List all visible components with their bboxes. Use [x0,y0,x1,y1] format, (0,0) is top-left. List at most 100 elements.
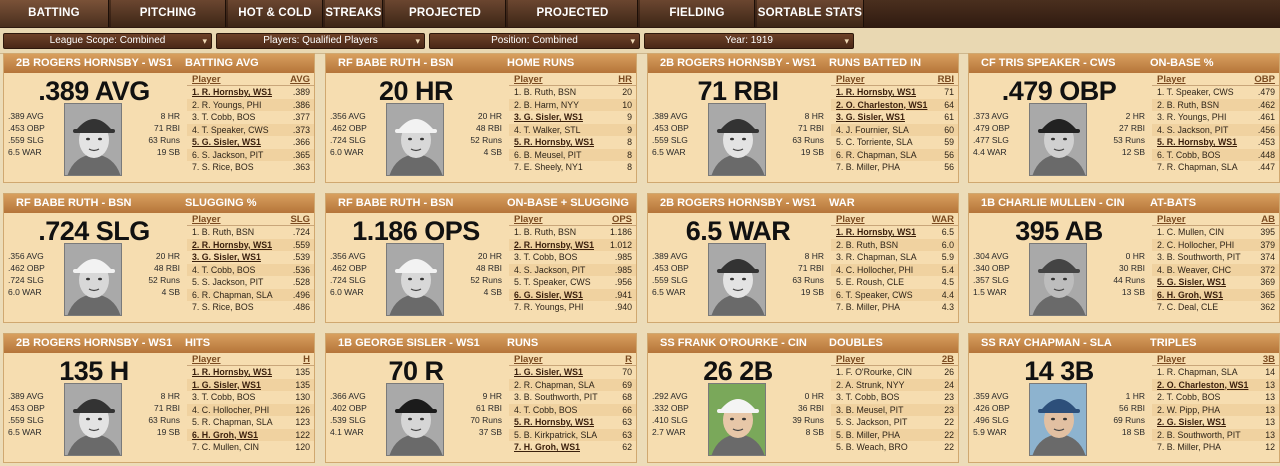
table-row[interactable]: 5. S. Jackson, PIT .528 [187,276,314,289]
player-link[interactable]: 2. W. Pipp, PHA [1157,404,1221,415]
table-row[interactable]: 1. C. Mullen, CIN 395 [1152,226,1279,239]
leader-name[interactable]: RF BABE RUTH - BSN [338,197,454,209]
player-link[interactable]: 2. T. Cobb, BOS [1157,392,1221,402]
table-row[interactable]: 3. T. Cobb, BOS 23 [831,391,958,404]
leader-name[interactable]: CF TRIS SPEAKER - CWS [981,57,1116,69]
player-link[interactable]: 2. O. Charleston, WS1 [836,99,928,110]
player-link[interactable]: 5. R. Hornsby, WS1 [514,417,595,427]
player-link[interactable]: 6. T. Speaker, CWS [836,289,913,300]
player-link[interactable]: 1. F. O'Rourke, CIN [836,367,912,377]
league-scope-dropdown[interactable]: League Scope: Combined ▾ [3,33,212,49]
hornsby-photo[interactable] [708,103,766,176]
player-link[interactable]: 4. B. Weaver, CHC [1157,264,1232,275]
player-link[interactable]: 3. B. Southworth, PIT [514,392,598,402]
player-link[interactable]: 2. B. Southworth, PIT [1157,429,1241,440]
tab-sortable-stats[interactable]: SORTABLE STATS [757,0,864,27]
table-row[interactable]: 3. R. Chapman, SLA 5.9 [831,251,958,264]
stat-column-header[interactable]: OBP [1254,74,1275,85]
player-column-header[interactable]: Player [836,214,865,225]
tab-projected-batting[interactable]: PROJECTED BATTING [385,0,506,46]
leader-name[interactable]: 2B ROGERS HORNSBY - WS1 [660,197,817,209]
player-column-header[interactable]: Player [514,354,543,365]
table-row[interactable]: 2. B. Ruth, BSN .462 [1152,98,1279,111]
table-row[interactable]: 2. O. Charleston, WS1 13 [1152,378,1279,391]
table-row[interactable]: 3. R. Youngs, PHI .461 [1152,111,1279,124]
table-row[interactable]: 5. R. Hornsby, WS1 .453 [1152,136,1279,149]
table-row[interactable]: 7. C. Mullen, CIN 120 [187,441,314,454]
player-column-header[interactable]: Player [192,354,221,365]
leader-name[interactable]: 1B CHARLIE MULLEN - CIN [981,197,1125,209]
table-row[interactable]: 1. R. Chapman, SLA 14 [1152,366,1279,379]
player-link[interactable]: 1. B. Ruth, BSN [192,227,255,237]
chapman-photo[interactable] [1029,383,1087,456]
player-link[interactable]: 4. C. Hollocher, PHI [836,264,914,275]
player-link[interactable]: 1. B. Ruth, BSN [514,87,577,97]
table-row[interactable]: 5. E. Roush, CLE 4.5 [831,276,958,289]
table-row[interactable]: 4. C. Hollocher, PHI 5.4 [831,263,958,276]
player-link[interactable]: 4. T. Cobb, BOS [192,264,256,275]
table-row[interactable]: 3. T. Cobb, BOS 130 [187,391,314,404]
player-link[interactable]: 1. R. Chapman, SLA [1157,367,1238,377]
table-row[interactable]: 5. R. Hornsby, WS1 8 [509,136,636,149]
table-row[interactable]: 4. C. Hollocher, PHI 126 [187,403,314,416]
table-row[interactable]: 4. S. Jackson, PIT .985 [509,263,636,276]
player-link[interactable]: 3. T. Cobb, BOS [192,392,256,402]
stat-column-header[interactable]: R [625,354,632,365]
player-link[interactable]: 3. T. Cobb, BOS [192,112,256,122]
table-row[interactable]: 7. H. Groh, WS1 62 [509,441,636,454]
player-link[interactable]: 1. G. Sisler, WS1 [192,379,261,390]
table-row[interactable]: 4. T. Cobb, BOS 66 [509,403,636,416]
table-row[interactable]: 6. T. Speaker, CWS 4.4 [831,288,958,301]
year-dropdown[interactable]: Year: 1919 ▾ [644,33,854,49]
player-link[interactable]: 3. R. Chapman, SLA [836,252,917,262]
player-link[interactable]: 6. S. Jackson, PIT [192,149,264,160]
player-column-header[interactable]: Player [836,74,865,85]
table-row[interactable]: 7. R. Youngs, PHI .940 [509,301,636,314]
players-dropdown[interactable]: Players: Qualified Players ▾ [216,33,425,49]
table-row[interactable]: 1. T. Speaker, CWS .479 [1152,86,1279,99]
leader-name[interactable]: RF BABE RUTH - BSN [338,57,454,69]
player-link[interactable]: 5. S. Jackson, PIT [836,417,908,427]
player-link[interactable]: 5. R. Hornsby, WS1 [1157,137,1238,147]
table-row[interactable]: 1. B. Ruth, BSN 20 [509,86,636,99]
table-row[interactable]: 2. W. Pipp, PHA 13 [1152,403,1279,416]
table-row[interactable]: 1. B. Ruth, BSN 1.186 [509,226,636,239]
table-row[interactable]: 4. B. Weaver, CHC 372 [1152,263,1279,276]
table-row[interactable]: 2. R. Hornsby, WS1 1.012 [509,238,636,251]
player-link[interactable]: 7. S. Rice, BOS [192,162,254,172]
player-link[interactable]: 7. B. Miller, PHA [1157,442,1222,452]
table-row[interactable]: 2. C. Hollocher, PHI 379 [1152,238,1279,251]
orourke-photo[interactable] [708,383,766,456]
table-row[interactable]: 6. G. Sisler, WS1 .941 [509,288,636,301]
player-column-header[interactable]: Player [836,354,865,365]
table-row[interactable]: 1. B. Ruth, BSN .724 [187,226,314,239]
ruth-photo[interactable] [386,243,444,316]
player-link[interactable]: 3. G. Sisler, WS1 [192,252,261,262]
table-row[interactable]: 6. T. Cobb, BOS .448 [1152,148,1279,161]
table-row[interactable]: 6. H. Groh, WS1 365 [1152,288,1279,301]
player-link[interactable]: 4. T. Speaker, CWS [192,124,269,135]
player-link[interactable]: 1. T. Speaker, CWS [1157,87,1234,97]
player-link[interactable]: 2. C. Hollocher, PHI [1157,239,1235,250]
stat-column-header[interactable]: AB [1261,214,1275,225]
player-link[interactable]: 2. G. Sisler, WS1 [1157,417,1226,427]
stat-column-header[interactable]: HR [618,74,632,85]
player-link[interactable]: 6. B. Meusel, PIT [514,149,582,160]
player-link[interactable]: 5. S. Jackson, PIT [192,277,264,287]
stat-column-header[interactable]: 2B [941,354,954,365]
player-link[interactable]: 4. S. Jackson, PIT [514,264,586,275]
player-link[interactable]: 5. G. Sisler, WS1 [1157,277,1226,287]
table-row[interactable]: 5. C. Torriente, SLA 59 [831,136,958,149]
player-link[interactable]: 2. B. Harm, NYY [514,99,580,110]
player-link[interactable]: 7. E. Sheely, NY1 [514,162,583,172]
stat-column-header[interactable]: 3B [1262,354,1275,365]
player-link[interactable]: 3. G. Sisler, WS1 [514,112,583,122]
player-link[interactable]: 2. R. Chapman, SLA [514,379,595,390]
player-link[interactable]: 6. H. Groh, WS1 [192,429,258,440]
table-row[interactable]: 5. R. Hornsby, WS1 63 [509,416,636,429]
table-row[interactable]: 7. R. Chapman, SLA .447 [1152,161,1279,174]
table-row[interactable]: 2. R. Youngs, PHI .386 [187,98,314,111]
table-row[interactable]: 6. S. Jackson, PIT .365 [187,148,314,161]
player-link[interactable]: 2. B. Ruth, BSN [836,239,899,250]
table-row[interactable]: 3. B. Southworth, PIT 374 [1152,251,1279,264]
